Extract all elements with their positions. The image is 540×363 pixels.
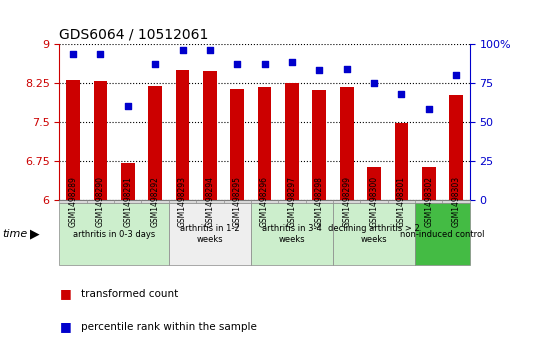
Point	[178, 47, 187, 53]
Bar	[367, 167, 381, 200]
Bar	[203, 71, 217, 200]
Point	[96, 52, 105, 57]
Bar	[422, 167, 436, 200]
Text: GSM1498294: GSM1498294	[205, 176, 214, 227]
Bar	[231, 89, 244, 200]
Point	[69, 52, 77, 57]
Text: arthritis in 0-3 days: arthritis in 0-3 days	[73, 230, 155, 238]
Bar	[395, 123, 408, 200]
Text: arthritis in 1-2
weeks: arthritis in 1-2 weeks	[180, 224, 240, 244]
Text: transformed count: transformed count	[81, 289, 178, 299]
Text: arthritis in 3-4
weeks: arthritis in 3-4 weeks	[262, 224, 322, 244]
Text: GSM1498301: GSM1498301	[397, 176, 406, 227]
Point	[124, 103, 132, 109]
Point	[342, 66, 351, 72]
Text: GSM1498289: GSM1498289	[69, 176, 78, 227]
Text: non-induced control: non-induced control	[400, 230, 485, 238]
Text: GSM1498299: GSM1498299	[342, 176, 351, 227]
Text: GSM1498290: GSM1498290	[96, 176, 105, 227]
Bar	[121, 163, 134, 200]
Bar	[258, 87, 272, 200]
Text: GSM1498303: GSM1498303	[451, 176, 461, 227]
Text: GSM1498296: GSM1498296	[260, 176, 269, 227]
Bar	[93, 81, 107, 200]
Text: GSM1498293: GSM1498293	[178, 176, 187, 227]
Point	[260, 61, 269, 67]
Point	[206, 47, 214, 53]
Point	[151, 61, 159, 67]
Point	[452, 72, 461, 78]
Bar	[313, 90, 326, 200]
Text: GSM1498302: GSM1498302	[424, 176, 433, 227]
Text: GDS6064 / 10512061: GDS6064 / 10512061	[59, 27, 209, 41]
Text: GSM1498292: GSM1498292	[151, 176, 160, 227]
Point	[233, 61, 241, 67]
Bar	[176, 70, 190, 200]
Text: GSM1498297: GSM1498297	[287, 176, 296, 227]
Text: ▶: ▶	[30, 228, 39, 241]
Bar	[340, 87, 354, 200]
Point	[370, 79, 379, 85]
Point	[315, 67, 323, 73]
Bar	[285, 82, 299, 200]
Text: GSM1498300: GSM1498300	[369, 176, 379, 227]
Text: ■: ■	[59, 287, 71, 301]
Text: GSM1498295: GSM1498295	[233, 176, 242, 227]
Text: time: time	[3, 229, 28, 239]
Point	[424, 106, 433, 112]
Text: declining arthritis > 2
weeks: declining arthritis > 2 weeks	[328, 224, 420, 244]
Point	[288, 60, 296, 65]
Bar	[449, 94, 463, 200]
Bar	[148, 86, 162, 200]
Text: GSM1498298: GSM1498298	[315, 176, 324, 227]
Text: GSM1498291: GSM1498291	[123, 176, 132, 227]
Point	[397, 91, 406, 97]
Text: ■: ■	[59, 320, 71, 333]
Bar	[66, 80, 80, 200]
Text: percentile rank within the sample: percentile rank within the sample	[81, 322, 257, 332]
